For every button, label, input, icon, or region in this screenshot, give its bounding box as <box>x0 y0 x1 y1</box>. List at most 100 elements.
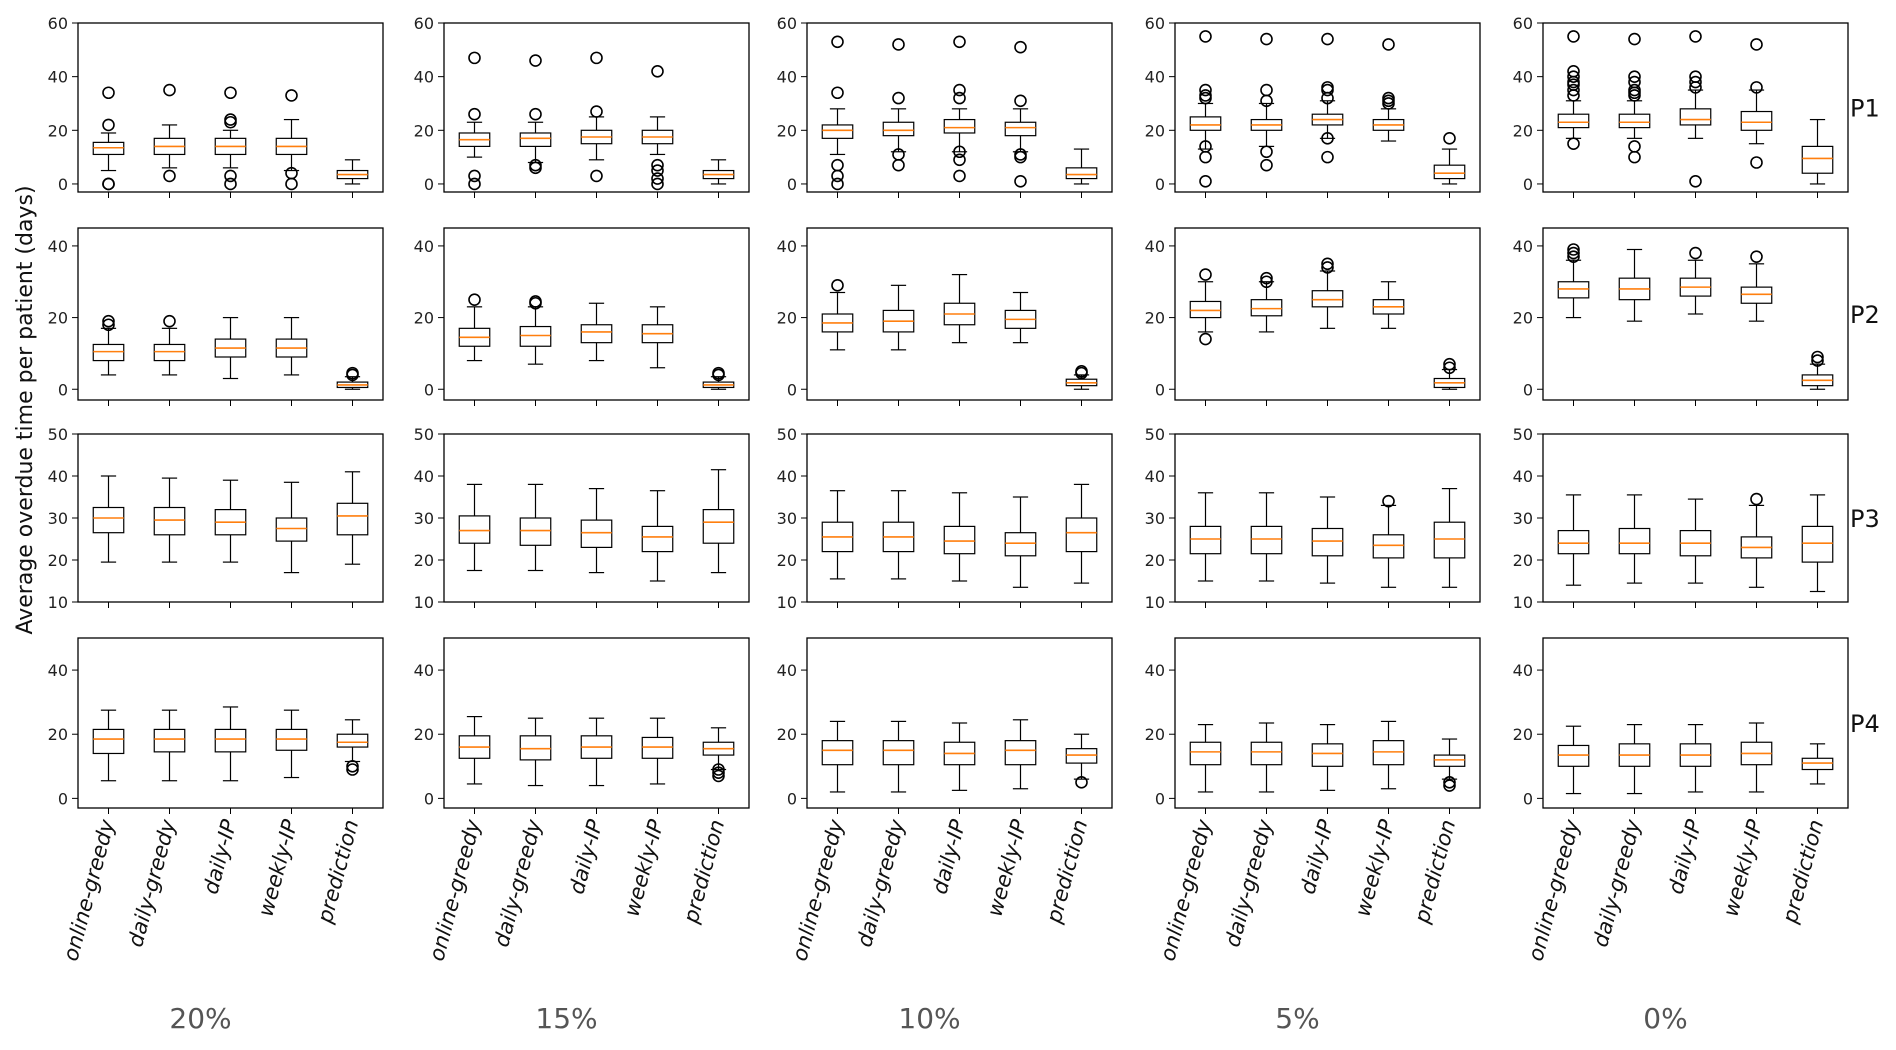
y-tick-label: 50 <box>1513 425 1533 444</box>
iqr-box <box>1679 108 1712 126</box>
box-daily-greedy <box>153 477 186 608</box>
outlier-point <box>651 164 664 177</box>
x-tick-label: daily-greedy <box>1220 817 1277 950</box>
panel-P4-0: 0 20 40 online-greedy daily-greedy daily-IP we… <box>48 637 384 964</box>
outlier-point <box>102 318 115 332</box>
outlier-point <box>712 763 725 776</box>
box-daily-IP <box>580 51 613 198</box>
y-tick-label: 10 <box>1513 593 1533 612</box>
outlier-point <box>953 91 966 105</box>
iqr-box <box>153 343 186 362</box>
iqr-box <box>1557 113 1590 129</box>
box-prediction <box>1065 365 1098 406</box>
outlier-point <box>1443 779 1456 792</box>
y-tick-label: 10 <box>1145 593 1165 612</box>
panel-P1-2: 0 20 40 60 <box>777 14 1113 198</box>
x-tick-label: prediction <box>1409 817 1460 926</box>
outlier-point <box>892 91 905 105</box>
outlier-point <box>529 54 542 67</box>
panel-P4-2: 0 20 40 online-greedy daily-greedy daily-IP we… <box>777 637 1113 964</box>
iqr-box <box>821 740 854 766</box>
outlier-point <box>1628 83 1641 97</box>
outlier-point <box>1689 174 1702 188</box>
iqr-box <box>641 736 674 759</box>
outlier-point <box>1567 246 1580 260</box>
iqr-box <box>336 502 369 536</box>
y-tick-label: 40 <box>1513 68 1533 87</box>
panel-frame <box>443 22 750 193</box>
outlier-point <box>1199 89 1212 102</box>
box-weekly-IP <box>1740 492 1773 608</box>
outlier-point <box>1260 32 1273 46</box>
outlier-point <box>1321 81 1334 94</box>
outlier-point <box>831 279 844 292</box>
box-daily-IP <box>1311 257 1344 406</box>
box-online-greedy <box>821 279 854 406</box>
outlier-point <box>1628 32 1641 46</box>
x-tick-label: daily-IP <box>564 817 607 897</box>
box-daily-IP <box>1311 496 1344 608</box>
iqr-box <box>702 509 735 544</box>
y-tick-label: 0 <box>787 175 797 194</box>
outlier-point <box>953 153 966 167</box>
iqr-box <box>1557 744 1590 767</box>
outlier-point <box>892 38 905 51</box>
box-daily-IP <box>1679 246 1712 406</box>
outlier-point <box>1199 268 1212 281</box>
y-tick-label: 20 <box>1145 309 1165 328</box>
outlier-point <box>1075 365 1088 378</box>
outlier-point <box>224 113 237 126</box>
outlier-point <box>1689 30 1702 43</box>
outlier-point <box>1567 64 1580 78</box>
outlier-point <box>163 314 176 328</box>
box-daily-IP <box>943 35 976 198</box>
box-daily-greedy <box>519 483 552 608</box>
y-tick-label: 40 <box>777 661 797 680</box>
outlier-point <box>1443 361 1456 375</box>
box-daily-greedy <box>1250 492 1283 608</box>
iqr-box <box>1311 290 1344 308</box>
y-tick-label: 20 <box>414 551 434 570</box>
panel-P3-3: 10 20 30 40 50 <box>1145 425 1481 612</box>
box-prediction <box>1801 350 1834 406</box>
iqr-box <box>1557 529 1590 555</box>
outlier-point <box>1199 332 1212 346</box>
box-daily-IP <box>943 273 976 406</box>
iqr-box <box>1065 517 1098 553</box>
iqr-box <box>1004 740 1037 766</box>
row-label-P1: P1 <box>1850 95 1880 123</box>
panel-P4-4: 0 20 40 online-greedy daily-greedy daily-IP we… <box>1513 637 1849 964</box>
outlier-point <box>651 158 664 172</box>
outlier-point <box>1260 271 1273 285</box>
y-tick-label: 60 <box>1145 14 1165 33</box>
outlier-point <box>831 86 844 100</box>
outlier-point <box>712 769 725 783</box>
outlier-point <box>1260 158 1273 172</box>
y-tick-label: 0 <box>1155 175 1165 194</box>
x-tick-label: daily-greedy <box>1588 817 1645 950</box>
column-label: 20% <box>169 1002 231 1035</box>
iqr-box <box>92 343 125 362</box>
box-online-greedy <box>821 490 854 608</box>
outlier-point <box>1321 132 1334 145</box>
y-tick-label: 20 <box>414 309 434 328</box>
iqr-box <box>1189 525 1222 555</box>
row-label-P3: P3 <box>1850 505 1880 533</box>
row-label-P2: P2 <box>1850 301 1880 329</box>
y-tick-label: 60 <box>1513 14 1533 33</box>
iqr-box <box>1250 741 1283 766</box>
iqr-box <box>1801 145 1834 174</box>
iqr-box <box>1433 164 1466 180</box>
iqr-box <box>519 735 552 761</box>
y-tick-label: 20 <box>48 725 68 744</box>
y-tick-label: 0 <box>58 380 68 399</box>
iqr-box <box>1250 525 1283 555</box>
box-daily-greedy <box>1250 271 1283 406</box>
y-tick-label: 20 <box>1513 725 1533 744</box>
column-label: 0% <box>1643 1002 1687 1035</box>
box-weekly-IP <box>275 316 308 406</box>
outlier-point <box>163 83 176 97</box>
y-tick-label: 40 <box>414 237 434 256</box>
outlier-point <box>529 295 542 308</box>
box-online-greedy <box>1189 30 1222 198</box>
